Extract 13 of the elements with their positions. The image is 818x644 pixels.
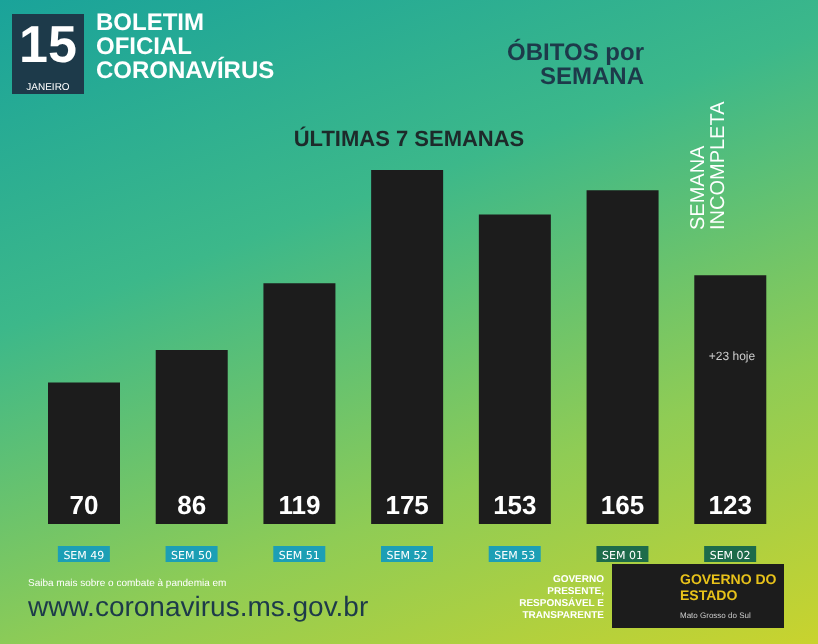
text: 15 [19,14,77,74]
data-label: 70 [69,490,99,520]
text: BOLETIM OFICIAL CORONAVÍRUS [96,8,275,84]
data-label: 86 [177,490,207,520]
data-label: 153 [493,490,537,520]
chart-title: ÓBITOS por SEMANA [505,38,644,90]
data-label: 175 [385,490,429,520]
annotation: SEMANA INCOMPLETA [688,99,730,230]
text: www.coronavirus.ms.gov.br [28,590,369,622]
chart-subtitle: ÚLTIMAS 7 SEMANAS [291,128,527,152]
data-label: 119 [278,490,321,520]
data-label: 123 [708,490,752,520]
data-label: 165 [600,490,645,520]
